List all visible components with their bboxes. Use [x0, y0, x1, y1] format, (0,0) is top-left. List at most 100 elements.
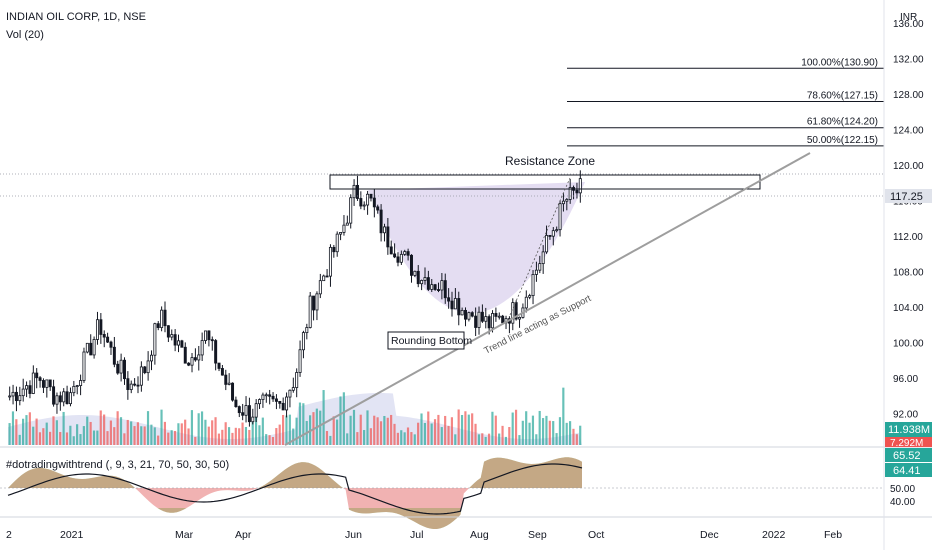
- volume-bar: [579, 425, 582, 445]
- volume-bars: [8, 387, 582, 445]
- candle-up: [79, 380, 83, 386]
- candle-up: [200, 340, 204, 356]
- candle-up: [177, 340, 180, 346]
- volume-bar: [376, 417, 379, 445]
- candle-up: [578, 178, 582, 194]
- candle-up: [264, 394, 268, 397]
- candle-up: [72, 385, 76, 394]
- volume-bar: [184, 419, 187, 445]
- candle-up: [453, 298, 457, 310]
- candle-up: [160, 309, 164, 328]
- volume-bar: [406, 427, 410, 445]
- candle-up: [146, 360, 150, 374]
- volume-bar: [575, 434, 578, 445]
- candle-up: [129, 383, 133, 390]
- volume-ma-label: 7.292M: [890, 438, 923, 449]
- time-axis[interactable]: 2 2021 Mar Apr Jun Jul Aug Sep Oct Dec 2022 Feb: [6, 529, 842, 541]
- candle-up: [305, 327, 309, 334]
- volume-bar: [15, 419, 18, 445]
- volume-bar: [59, 432, 62, 445]
- candle-down: [126, 378, 130, 390]
- volume-bar: [433, 419, 437, 445]
- volume-bar: [467, 414, 470, 445]
- volume-value-label: 11.938M: [888, 424, 930, 436]
- candle-down: [548, 235, 552, 237]
- candle-up: [541, 251, 545, 265]
- candle-down: [447, 297, 451, 302]
- indicator-value-tag: [885, 448, 932, 462]
- volume-bar: [450, 417, 453, 445]
- volume-bar: [224, 422, 227, 445]
- candle-down: [48, 379, 52, 388]
- candle-down: [443, 280, 447, 299]
- volume-bar: [457, 409, 460, 445]
- volume-bar: [427, 411, 430, 445]
- volume-bar: [430, 423, 433, 445]
- volume-bar: [79, 434, 82, 445]
- candle-down: [359, 198, 363, 207]
- volume-bar: [474, 423, 477, 445]
- volume-bar: [352, 409, 356, 445]
- candle-up: [288, 389, 292, 398]
- volume-bar: [447, 425, 450, 445]
- candle-up: [524, 296, 528, 309]
- volume-bar: [231, 432, 234, 445]
- resistance-zone-label: Resistance Zone: [505, 154, 595, 168]
- candle-down: [393, 253, 397, 258]
- candle-down: [271, 395, 275, 400]
- volume-bar: [244, 426, 248, 445]
- indicator-title: #dotradingwithtrend (, 9, 3, 21, 70, 50,…: [6, 459, 229, 471]
- candle-down: [474, 315, 478, 328]
- volume-bar: [514, 409, 518, 445]
- candles: [8, 170, 582, 427]
- volume-bar: [241, 422, 244, 445]
- candle-down: [166, 325, 170, 338]
- candle-up: [92, 339, 96, 356]
- volume-bar: [298, 402, 302, 445]
- candle-up: [285, 396, 289, 411]
- volume-bar: [548, 420, 551, 445]
- candle-up: [150, 354, 153, 362]
- volume-bar: [349, 415, 352, 445]
- volume-bar: [11, 411, 15, 445]
- volume-bar: [295, 417, 298, 445]
- volume-bar: [194, 436, 197, 445]
- volume-bar: [187, 428, 190, 445]
- candle-up: [18, 395, 22, 402]
- candle-up: [382, 226, 386, 234]
- candle-down: [426, 277, 430, 290]
- candle-up: [551, 230, 555, 237]
- currency-label: INR: [900, 12, 917, 23]
- price-tick: 92.00: [893, 410, 918, 421]
- candle-down: [268, 394, 272, 397]
- chart-title: INDIAN OIL CORP, 1D, NSE: [6, 11, 146, 23]
- candle-down: [494, 313, 498, 317]
- candle-down: [575, 189, 579, 194]
- volume-bar: [55, 420, 58, 445]
- candle-down: [214, 340, 218, 364]
- candle-down: [220, 368, 224, 376]
- volume-bar: [261, 417, 264, 445]
- candle-down: [325, 275, 329, 278]
- candle-down: [116, 363, 120, 374]
- candle-up: [430, 284, 434, 290]
- volume-bar: [258, 425, 261, 445]
- candle-down: [406, 251, 410, 256]
- volume-bar: [487, 433, 491, 445]
- rounding-bottom-label: Rounding Bottom: [391, 335, 472, 347]
- candle-down: [65, 391, 69, 405]
- candle-up: [82, 351, 86, 381]
- volume-bar: [383, 415, 386, 445]
- volume-bar: [504, 436, 508, 445]
- volume-bar: [396, 432, 399, 445]
- candle-up: [322, 275, 326, 282]
- volume-bar: [173, 430, 177, 445]
- price-scale[interactable]: 136.00132.00128.00124.00120.00116.00112.…: [893, 19, 924, 421]
- volume-bar: [211, 420, 214, 445]
- volume-bar: [400, 430, 403, 445]
- candle-up: [366, 193, 370, 206]
- fib-level-label: 50.00%(122.15): [807, 135, 878, 146]
- breakout-line: [509, 177, 571, 316]
- indicator-value-1: 65.52: [893, 450, 921, 462]
